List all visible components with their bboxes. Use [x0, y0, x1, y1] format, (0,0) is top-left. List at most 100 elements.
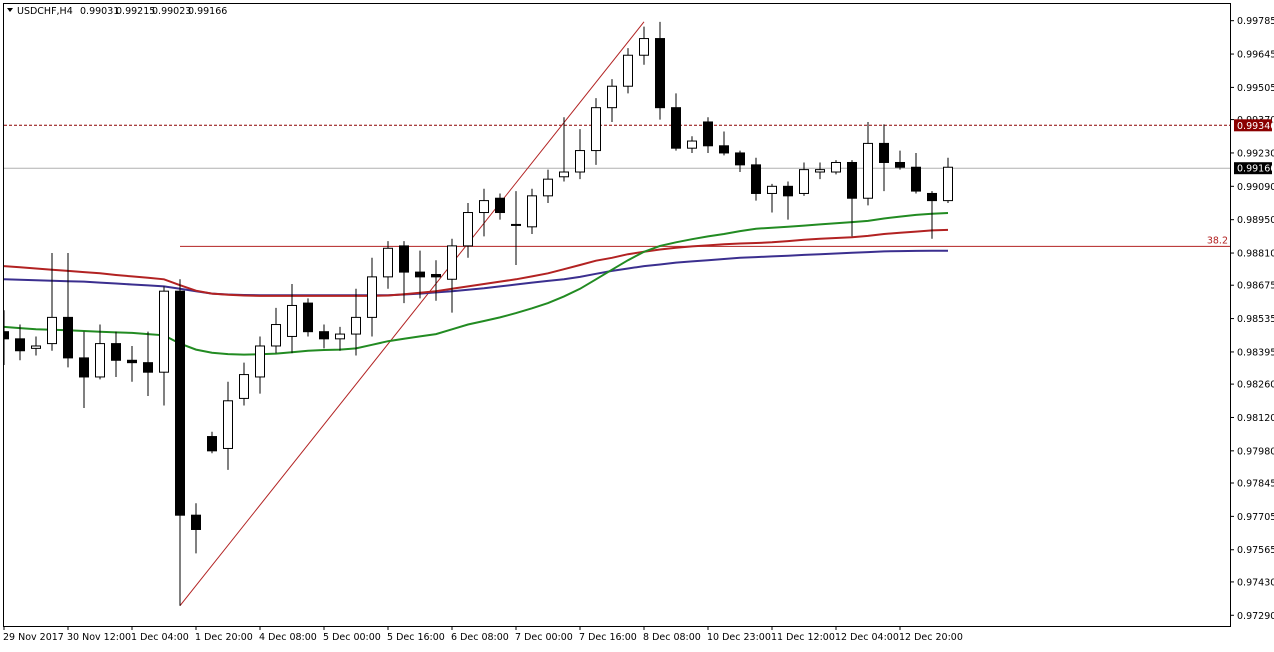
candle-body-bullish — [767, 185, 777, 194]
y-tick-label: 0.97980 — [1237, 446, 1274, 457]
candle-body-bullish — [367, 276, 377, 318]
candle — [607, 79, 617, 122]
candle — [495, 193, 505, 220]
candle-body-bullish — [223, 400, 233, 449]
dropdown-triangle-icon[interactable] — [7, 8, 13, 12]
candle-body-bullish — [799, 169, 809, 194]
candle — [143, 331, 153, 397]
moving-average-red-line — [3, 228, 949, 297]
candle-body-bearish — [735, 152, 745, 166]
candle-body-bullish — [351, 316, 361, 335]
candle-body-bullish — [95, 343, 105, 378]
candle — [623, 48, 633, 94]
fibonacci-trendline — [179, 21, 645, 607]
candle-body-bullish — [159, 290, 169, 373]
candle-body-bearish — [63, 316, 73, 359]
x-tick-label: 8 Dec 08:00 — [643, 632, 701, 643]
high-value: 0.99215 — [116, 6, 155, 17]
candle — [15, 324, 25, 361]
y-tick-label: 0.99230 — [1237, 148, 1274, 159]
candle-body-bearish — [783, 185, 793, 197]
candle-body-bearish — [847, 161, 857, 199]
y-tick-label: 0.97845 — [1237, 479, 1274, 490]
candle-body-bullish — [543, 178, 553, 197]
candle-body-bullish — [591, 107, 601, 152]
candle-body-bullish — [943, 166, 953, 202]
candle-body-bullish — [575, 150, 585, 173]
candle-body-bullish — [31, 345, 41, 349]
symbol-label: USDCHF,H4 — [17, 6, 73, 17]
candle — [703, 117, 713, 153]
candle-body-bullish — [383, 247, 393, 278]
y-tick-label: 0.99645 — [1237, 50, 1274, 61]
y-tick-label: 0.97430 — [1237, 577, 1274, 588]
candle — [639, 26, 649, 65]
candle — [735, 150, 745, 173]
candle-body-bearish — [319, 331, 329, 340]
candle — [319, 324, 329, 349]
candle — [943, 157, 953, 203]
candle — [239, 362, 249, 406]
candle — [191, 503, 201, 554]
x-tick-label: 11 Dec 12:00 — [771, 632, 835, 643]
candle-body-bullish — [335, 333, 345, 340]
candle — [927, 191, 937, 239]
candle-body-bullish — [623, 54, 633, 87]
candle — [463, 202, 473, 258]
y-tick-label: 0.98260 — [1237, 380, 1274, 391]
candle-body-bearish — [127, 359, 137, 364]
candle — [79, 331, 89, 408]
candle-body-bullish — [559, 171, 569, 178]
x-tick-label: 29 Nov 2017 — [3, 632, 64, 643]
candle — [655, 21, 665, 120]
candle — [559, 117, 569, 182]
candle-body-bearish — [191, 514, 201, 530]
candle-body-bullish — [511, 223, 521, 226]
candle — [207, 431, 217, 454]
candle-body-bullish — [863, 142, 873, 199]
candle — [431, 260, 441, 301]
resistance-price-tag: 0.99346 — [1234, 119, 1274, 132]
candle-body-bearish — [431, 273, 441, 278]
candles-layer — [3, 21, 953, 606]
fibonacci-level-label: 38.2 — [1207, 235, 1228, 246]
x-tick-label: 6 Dec 08:00 — [451, 632, 509, 643]
candle — [287, 284, 297, 354]
y-tick-label: 0.98810 — [1237, 249, 1274, 260]
candle-body-bearish — [751, 164, 761, 194]
current-price-tag-text: 0.99166 — [1237, 164, 1274, 175]
x-tick-label: 5 Dec 00:00 — [323, 632, 381, 643]
candle-body-bearish — [879, 142, 889, 163]
candle — [863, 121, 873, 206]
candle — [31, 336, 41, 356]
y-tick-label: 0.98395 — [1237, 347, 1274, 358]
y-tick-label: 0.98120 — [1237, 413, 1274, 424]
candle-body-bullish — [239, 374, 249, 399]
y-tick-label: 0.97705 — [1237, 512, 1274, 523]
y-tick-label: 0.99090 — [1237, 182, 1274, 193]
y-tick-label: 0.97565 — [1237, 545, 1274, 556]
candle — [799, 162, 809, 196]
candle — [271, 307, 281, 354]
candle-body-bearish — [671, 107, 681, 149]
candle-body-bullish — [479, 200, 489, 214]
candle — [351, 288, 361, 356]
current-price-tag: 0.99166 — [1234, 162, 1274, 175]
candle-body-bullish — [255, 345, 265, 378]
candle — [63, 253, 73, 368]
candle — [671, 93, 681, 151]
candle-body-bearish — [143, 362, 153, 373]
candle — [399, 241, 409, 304]
candle-body-bearish — [79, 357, 89, 378]
candle-body-bearish — [207, 436, 217, 452]
candle — [879, 124, 889, 192]
candle-body-bullish — [831, 161, 841, 173]
candle-body-bearish — [895, 161, 905, 168]
y-tick-label: 0.98675 — [1237, 281, 1274, 292]
x-tick-label: 7 Dec 00:00 — [515, 632, 573, 643]
candle — [767, 183, 777, 213]
y-tick-label: 0.99785 — [1237, 16, 1274, 27]
candle-body-bullish — [687, 140, 697, 149]
